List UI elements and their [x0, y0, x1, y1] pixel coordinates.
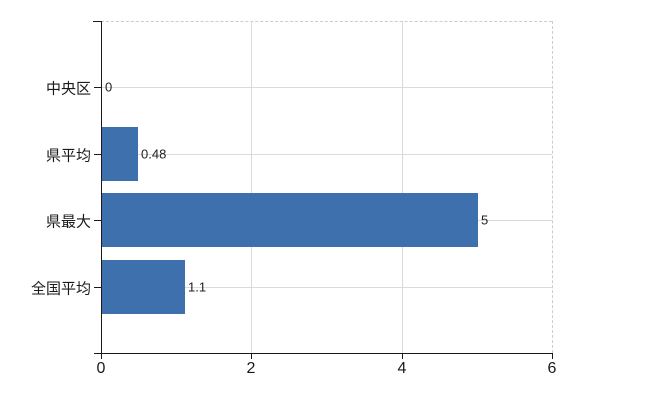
plot-right-border	[552, 21, 553, 353]
y-axis-tick	[94, 287, 101, 288]
category-gridline	[102, 154, 552, 155]
y-axis	[101, 21, 102, 359]
x-axis	[94, 353, 553, 354]
x-axis-tick	[251, 354, 252, 359]
x-tick-label: 6	[547, 360, 557, 377]
x-axis-tick	[402, 354, 403, 359]
bar-全国平均	[102, 260, 185, 314]
category-label: 県最大	[45, 213, 91, 231]
category-label: 県平均	[45, 147, 91, 165]
vertical-gridline	[251, 21, 252, 353]
category-label: 中央区	[45, 80, 91, 98]
y-axis-tick	[94, 87, 101, 88]
vertical-gridline	[402, 21, 403, 353]
x-tick-label: 2	[246, 360, 256, 377]
category-gridline	[102, 287, 552, 288]
bar-value-label: 1.1	[188, 279, 207, 295]
category-label: 全国平均	[30, 280, 91, 298]
bar-県平均	[102, 127, 138, 181]
bar-value-label: 0.48	[141, 146, 167, 162]
bar-value-label: 0	[105, 79, 113, 95]
x-tick-label: 4	[397, 360, 407, 377]
y-axis-top-tick	[93, 21, 101, 22]
y-axis-tick	[94, 154, 101, 155]
x-axis-tick	[552, 354, 553, 359]
bar-value-label: 5	[481, 212, 489, 228]
bar-県最大	[102, 193, 478, 247]
plot-top-border	[101, 21, 552, 22]
category-gridline	[102, 87, 552, 88]
y-axis-tick	[94, 220, 101, 221]
x-tick-label: 0	[96, 360, 106, 377]
